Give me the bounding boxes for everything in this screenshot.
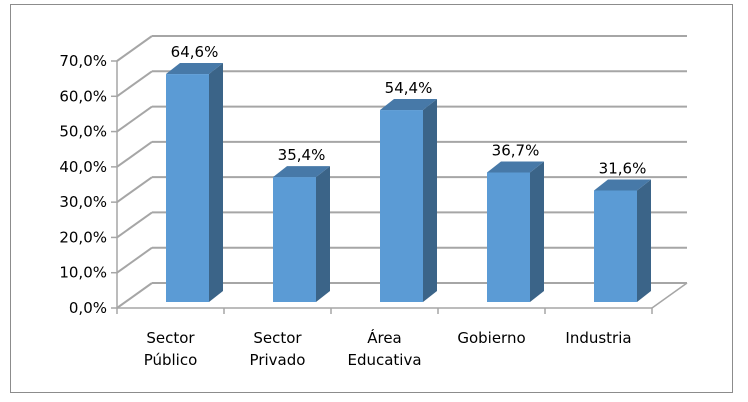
x-category-label: Industria bbox=[565, 329, 631, 347]
y-axis: 0,0% 10,0% 20,0% 30,0% 40,0% 50,0% 60,0% 70,0% bbox=[59, 52, 118, 317]
y-tick-label: 50,0% bbox=[59, 123, 107, 141]
gridline-side bbox=[116, 282, 153, 309]
data-label: 54,4% bbox=[385, 79, 433, 97]
gridline-side bbox=[116, 105, 153, 133]
gridline-side bbox=[116, 35, 153, 62]
data-label: 35,4% bbox=[278, 146, 326, 164]
y-tick-label: 20,0% bbox=[59, 228, 107, 246]
bar-sector-público: 64,6% bbox=[166, 43, 223, 302]
gridline-side bbox=[116, 176, 153, 203]
y-tick-label: 70,0% bbox=[59, 52, 107, 70]
x-category-label: Sector bbox=[253, 329, 302, 347]
bar-gobierno: 36,7% bbox=[487, 142, 544, 302]
bar-industria: 31,6% bbox=[594, 159, 651, 302]
gridline-side bbox=[116, 246, 153, 274]
x-category-label: Educativa bbox=[347, 351, 421, 369]
gridline-side bbox=[116, 70, 153, 98]
x-category-label: Público bbox=[144, 351, 198, 369]
x-category-label: Área bbox=[367, 328, 402, 347]
gridline-side bbox=[116, 211, 153, 239]
x-category-label: Privado bbox=[250, 351, 306, 369]
y-tick-label: 30,0% bbox=[59, 193, 107, 211]
y-tick-label: 10,0% bbox=[59, 264, 107, 282]
gridline-side bbox=[116, 141, 153, 168]
x-axis: Sector Público Sector Privado Área Educativa G… bbox=[116, 307, 653, 369]
bar-sector-privado: 35,4% bbox=[273, 146, 330, 302]
data-label: 31,6% bbox=[599, 159, 647, 177]
bars: 64,6% 35,4% 54,4% 36,7% 31,6% bbox=[166, 43, 651, 302]
data-label: 36,7% bbox=[492, 142, 540, 160]
data-label: 64,6% bbox=[171, 43, 219, 61]
y-tick-label: 40,0% bbox=[59, 158, 107, 176]
x-category-label: Sector bbox=[146, 329, 195, 347]
y-tick-label: 60,0% bbox=[59, 87, 107, 105]
y-tick-label: 0,0% bbox=[69, 299, 107, 317]
bar-área-educativa: 54,4% bbox=[380, 79, 437, 302]
x-category-label: Gobierno bbox=[457, 329, 525, 347]
